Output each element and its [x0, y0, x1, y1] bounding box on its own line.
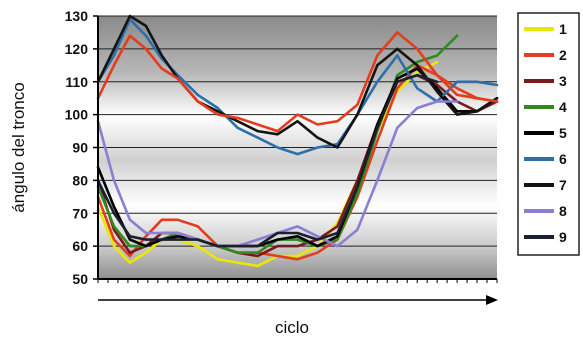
legend: 1 2 3 4 5 6 7 8 9 [517, 12, 580, 256]
y-tick-labels: 50 60 70 80 90 100 110 120 130 [65, 8, 89, 287]
legend-label-2: 2 [559, 47, 567, 63]
series-line-9 [96, 73, 439, 248]
y-tick-label: 70 [72, 205, 88, 221]
y-tick-label: 130 [65, 8, 89, 24]
legend-label-5: 5 [559, 125, 567, 141]
legend-label-7: 7 [559, 177, 567, 193]
y-tick-label: 100 [65, 107, 89, 123]
y-tick-label: 50 [72, 271, 88, 287]
series-line-6 [96, 18, 499, 156]
legend-label-8: 8 [559, 203, 567, 219]
axes [93, 15, 498, 283]
y-tick-label: 120 [65, 41, 89, 57]
series-lines [96, 14, 499, 268]
x-axis-arrow [98, 295, 498, 305]
y-axis-label: ángulo del tronco [9, 82, 28, 212]
legend-label-6: 6 [559, 151, 567, 167]
y-tick-label: 60 [72, 238, 88, 254]
y-tick-label: 80 [72, 172, 88, 188]
series-line-8 [96, 100, 459, 248]
x-axis-label: ciclo [275, 318, 310, 337]
series-line-2 [96, 31, 499, 133]
legend-label-1: 1 [559, 21, 567, 37]
x-arrow-head [486, 295, 498, 305]
legend-label-3: 3 [559, 73, 567, 89]
y-tick-label: 90 [72, 140, 88, 156]
legend-label-4: 4 [559, 99, 567, 115]
legend-label-9: 9 [559, 229, 567, 245]
y-tick-label: 110 [65, 74, 88, 90]
series-line-2 [96, 64, 499, 261]
